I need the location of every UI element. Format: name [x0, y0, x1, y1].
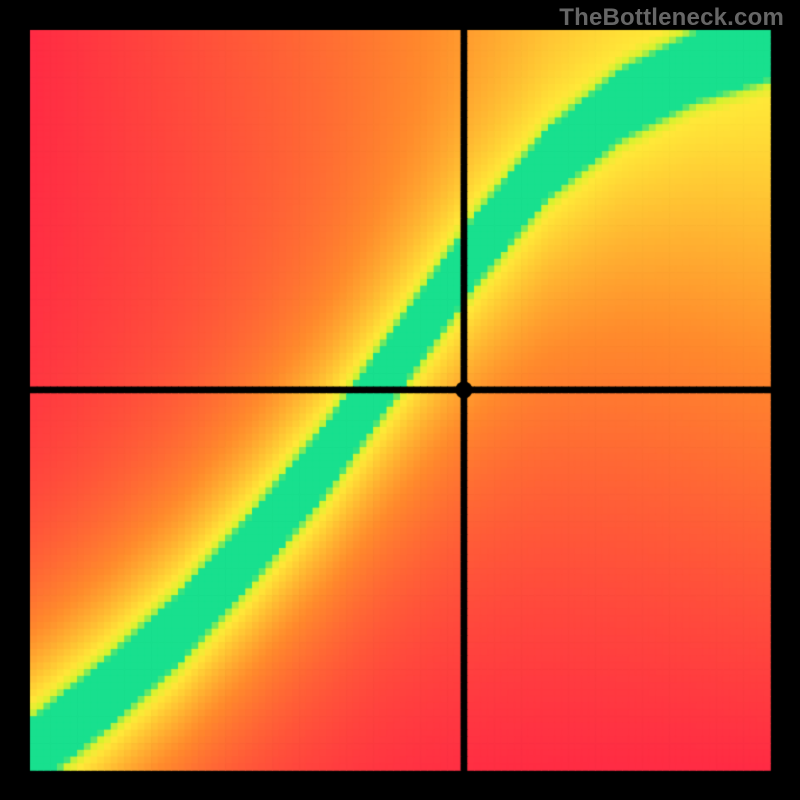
watermark-text: TheBottleneck.com — [559, 4, 784, 32]
figure-root: { "watermark": { "text": "TheBottleneck.… — [0, 0, 800, 800]
bottleneck-heatmap — [0, 0, 800, 800]
